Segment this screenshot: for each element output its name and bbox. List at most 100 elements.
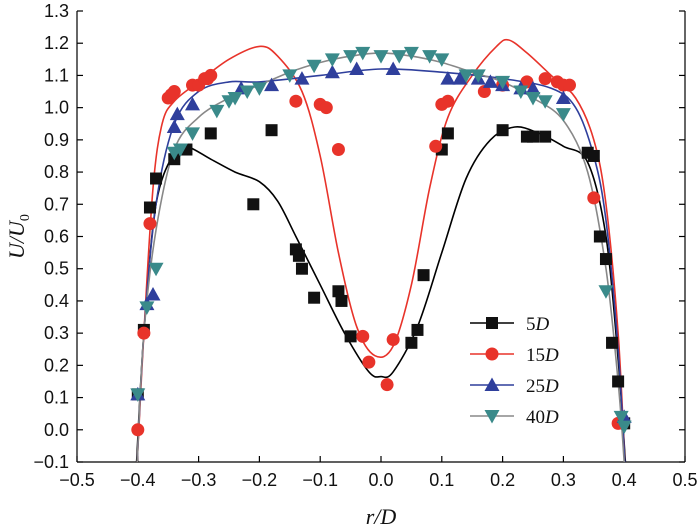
data-point-40D (251, 82, 267, 96)
data-point-40D (148, 262, 164, 277)
legend-label-5D: 5D (526, 314, 550, 335)
data-point-40D (555, 108, 571, 122)
y-tick-label: −0.1 (33, 452, 69, 472)
data-point-40D (130, 388, 146, 402)
y-tick-label: 0.8 (44, 162, 69, 182)
data-point-25D (555, 90, 571, 104)
x-tick-label: 0.3 (551, 470, 576, 490)
data-point-40D (598, 285, 614, 299)
data-point-15D (137, 326, 151, 340)
data-point-40D (470, 69, 486, 83)
data-point-40D (355, 46, 371, 61)
data-point-5D (247, 198, 260, 211)
data-point-25D (185, 96, 201, 111)
y-tick-label: 0.2 (44, 355, 69, 375)
data-point-5D (344, 330, 357, 343)
data-point-40D (239, 85, 255, 100)
data-point-15D (520, 75, 534, 89)
data-point-25D (385, 61, 401, 75)
y-tick-label: 0.4 (44, 291, 69, 311)
data-point-15D (587, 191, 601, 205)
data-point-5D (143, 201, 156, 214)
data-point-15D (538, 72, 552, 86)
data-point-40D (324, 53, 340, 67)
y-tick-label: 0.6 (44, 227, 69, 247)
data-point-25D (482, 74, 498, 88)
data-point-40D (613, 410, 629, 425)
data-point-25D (440, 71, 456, 85)
data-point-15D (204, 68, 218, 82)
legend-marker-15D (485, 347, 499, 361)
y-tick-label: 0.5 (44, 259, 69, 279)
data-point-40D (434, 53, 450, 67)
fit-line-40D (136, 52, 625, 463)
data-point-40D (616, 420, 632, 435)
data-point-40D (458, 69, 474, 83)
y-tick-label: 0.3 (44, 323, 69, 343)
y-tick-label: 1.3 (44, 1, 69, 21)
data-point-5D (405, 336, 418, 349)
data-point-5D (150, 172, 163, 185)
data-point-5D (593, 230, 606, 243)
data-point-5D (496, 124, 509, 137)
y-tick-label: 0.1 (44, 388, 69, 408)
data-point-15D (386, 333, 400, 347)
data-point-15D (331, 143, 345, 157)
data-point-40D (343, 50, 359, 64)
data-point-5D (265, 124, 278, 137)
data-point-40D (495, 75, 511, 90)
data-point-5D (599, 253, 612, 266)
y-axis-label: U/U0 (4, 214, 33, 259)
data-point-15D (362, 355, 376, 369)
data-point-40D (513, 85, 529, 100)
y-tick-label: 0.7 (44, 194, 69, 214)
x-tick-label: −0.1 (302, 470, 338, 490)
x-tick-label: 0.0 (368, 470, 393, 490)
y-tick-label: 1.2 (44, 33, 69, 53)
data-point-25D (145, 286, 161, 301)
fit-lines (135, 38, 627, 463)
data-point-15D (562, 78, 576, 92)
data-point-15D (143, 217, 157, 231)
data-point-5D (332, 285, 345, 298)
data-point-5D (441, 127, 454, 140)
legend-marker-25D (484, 377, 500, 391)
data-point-15D (131, 423, 145, 437)
fit-line-15D (136, 38, 626, 463)
markers (130, 46, 632, 437)
data-point-25D (525, 80, 541, 95)
data-point-5D (527, 130, 539, 143)
data-point-40D (391, 50, 407, 64)
data-point-40D (282, 69, 298, 83)
x-tick-label: 0.5 (672, 470, 697, 490)
data-point-40D (185, 127, 201, 141)
data-point-25D (166, 119, 182, 133)
data-point-5D (606, 336, 619, 349)
data-point-40D (209, 104, 225, 119)
data-point-40D (172, 143, 188, 158)
legend-marker-5D (486, 317, 498, 329)
fit-line-25D (136, 68, 626, 463)
data-point-40D (139, 301, 155, 315)
legend: 5D 15D 25D 40D (470, 314, 559, 428)
data-point-5D (612, 375, 625, 388)
data-point-5D (587, 149, 600, 162)
x-tick-label: 0.4 (612, 470, 637, 490)
x-axis-label: r/D (366, 504, 397, 529)
legend-label-15D: 15D (526, 345, 559, 366)
axes: −0.5 −0.4 −0.3 −0.2 −0.1 0.0 0.1 0.2 0.3 0.4 0.5 −0… (33, 1, 697, 490)
y-tick-label: 1.0 (44, 98, 69, 118)
x-tick-label: −0.3 (181, 470, 217, 490)
y-tick-label: 0.0 (44, 420, 69, 440)
data-point-5D (204, 127, 217, 140)
x-tick-label: 0.1 (429, 470, 454, 490)
data-point-15D (477, 85, 491, 99)
data-point-15D (441, 94, 455, 108)
x-tick-label: 0.2 (490, 470, 515, 490)
data-point-40D (422, 50, 438, 64)
data-point-25D (294, 71, 310, 85)
data-point-40D (373, 50, 389, 64)
data-point-25D (349, 61, 365, 75)
data-point-5D (335, 294, 348, 307)
